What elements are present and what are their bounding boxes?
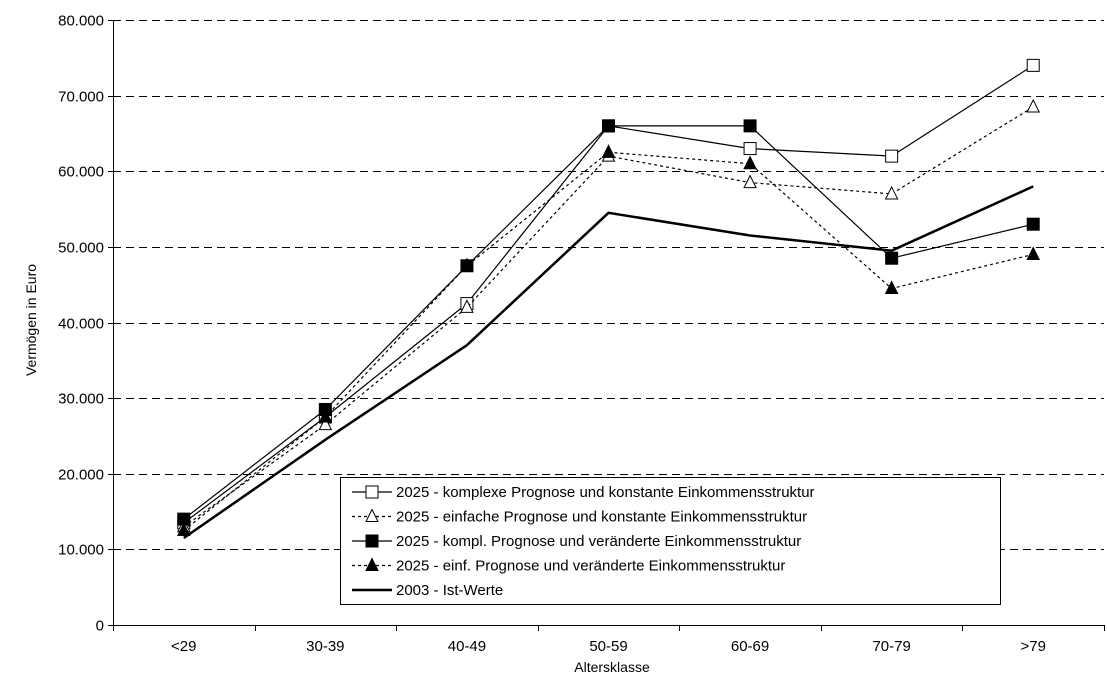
series-group: [176, 58, 1041, 540]
data-point-square-filled: [602, 119, 615, 133]
legend-item: 2003 - Ist-Werte: [352, 582, 503, 599]
x-axis-title: Altersklasse: [574, 659, 650, 675]
data-point-triangle-filled: [318, 408, 333, 423]
y-tick-label: 0: [96, 618, 104, 635]
x-tick-label: 70-79: [872, 638, 910, 655]
data-point-triangle-filled: [601, 144, 616, 158]
axes: 0 10.000 20.000 30.000 40.000 50.000 60.000 70.…: [58, 13, 1105, 655]
data-point-square-open: [1026, 58, 1040, 72]
series-line: [183, 106, 1034, 528]
data-point-square-open: [885, 149, 899, 163]
legend-item: 2025 - einfache Prognose und konstante E…: [352, 508, 807, 526]
x-tick-label: 30-39: [306, 638, 344, 655]
legend-label: 2025 - kompl. Prognose und veränderte Ei…: [396, 533, 801, 550]
legend-label: 2003 - Ist-Werte: [396, 582, 503, 599]
legend-box: [340, 477, 1001, 605]
data-point-square-open: [365, 485, 379, 499]
data-point-triangle-open: [884, 185, 899, 200]
data-point-triangle-open: [318, 416, 333, 431]
x-tick-label: 60-69: [731, 638, 769, 655]
x-tick-label: 40-49: [448, 638, 486, 655]
data-point-triangle-open: [365, 508, 379, 522]
legend-item: 2025 - komplexe Prognose und konstante E…: [352, 484, 815, 501]
series-4: [176, 144, 1041, 536]
legend-label: 2025 - komplexe Prognose und konstante E…: [396, 484, 815, 501]
legend-label: 2025 - einf. Prognose und veränderte Ein…: [396, 558, 785, 575]
y-tick-label: 50.000: [58, 240, 104, 257]
data-point-triangle-filled: [884, 280, 899, 294]
gridlines: [113, 20, 1104, 550]
series-line: [183, 185, 1034, 540]
series-2: [176, 98, 1041, 533]
legend-label: 2025 - einfache Prognose und konstante E…: [396, 509, 807, 526]
y-tick-label: 30.000: [58, 391, 104, 408]
data-point-square-filled: [743, 119, 757, 133]
series-5: [183, 185, 1034, 540]
series-3: [177, 119, 1040, 526]
data-point-square-filled: [1026, 217, 1040, 231]
y-tick-label: 20.000: [58, 467, 104, 484]
data-point-triangle-filled: [743, 155, 757, 170]
data-point-triangle-open: [460, 299, 474, 313]
data-point-triangle-filled: [1026, 246, 1041, 260]
x-tick-label: >79: [1020, 638, 1045, 655]
x-tick-label: <29: [171, 638, 196, 655]
series-line: [183, 125, 1034, 520]
y-tick-label: 60.000: [58, 164, 104, 181]
legend-item: 2025 - kompl. Prognose und veränderte Ei…: [352, 533, 801, 550]
data-point-triangle-open: [1026, 98, 1041, 113]
data-point-square-open: [743, 142, 757, 156]
data-point-triangle-filled: [460, 257, 474, 272]
y-tick-label: 40.000: [58, 316, 104, 333]
series-line: [183, 151, 1034, 531]
data-point-triangle-filled: [176, 522, 191, 536]
y-tick-label: 10.000: [58, 542, 104, 559]
data-point-square-filled: [885, 251, 899, 265]
data-point-triangle-open: [743, 174, 757, 189]
y-tick-label: 80.000: [58, 13, 104, 30]
data-point-triangle-filled: [365, 557, 379, 571]
data-point-square-filled: [365, 534, 379, 548]
y-tick-label: 70.000: [58, 89, 104, 106]
legend: 2025 - komplexe Prognose und konstante E…: [340, 477, 1001, 605]
legend-item: 2025 - einf. Prognose und veränderte Ein…: [352, 557, 785, 575]
y-axis-title: Vermögen in Euro: [23, 264, 39, 376]
series-line: [183, 64, 1034, 524]
x-tick-label: 50-59: [589, 638, 627, 655]
